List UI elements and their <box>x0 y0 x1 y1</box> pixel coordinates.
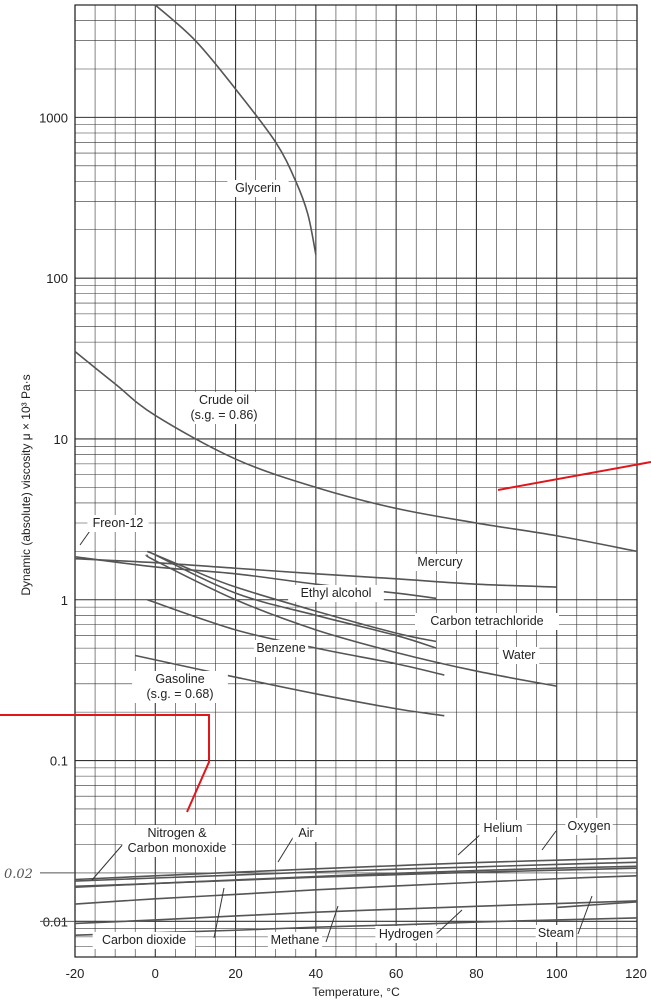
series-label-background <box>227 180 289 197</box>
series-label-background <box>92 932 196 949</box>
series-label-ethyl-alcohol: Ethyl alcohol <box>301 586 372 600</box>
handwritten-annotation: 0.02 <box>4 867 33 882</box>
x-tick-label: 0 <box>152 966 159 981</box>
label-leader-lines <box>79 527 593 943</box>
series-line-steam <box>556 901 638 909</box>
leader-line-nitrogen-carbon-monoxide <box>91 842 125 881</box>
leader-line-carbon-dioxide <box>213 887 225 939</box>
x-tick-label: 20 <box>228 966 242 981</box>
series-label-air: Air <box>298 826 313 840</box>
series-label-methane: Methane <box>271 933 320 947</box>
leader-line-steam <box>577 895 593 935</box>
series-line-water <box>145 554 557 687</box>
series-label-background <box>267 932 323 949</box>
series-label-background <box>288 585 384 602</box>
series-label-background <box>415 613 559 630</box>
series-label-crude-oil-s-g-0-86: Crude oil <box>199 393 249 407</box>
series-line-ethyl-alcohol <box>146 550 437 643</box>
series-label-helium: Helium <box>484 821 523 835</box>
series-label-background <box>535 925 577 942</box>
x-axis-title: Temperature, °C <box>312 985 400 999</box>
series-label-gasoline-s-g-0-68: Gasoline <box>155 672 204 686</box>
leader-line-hydrogen <box>433 909 463 937</box>
series-label-steam: Steam <box>538 926 574 940</box>
y-tick-label: 1 <box>61 593 68 608</box>
series-label-background <box>292 825 320 842</box>
red-annotation-lines <box>0 461 651 922</box>
series-label-carbon-dioxide: Carbon dioxide <box>102 933 186 947</box>
series-labels: Glycerin Crude oil(s.g. = 0.86) Freon-12 Me… <box>87 180 613 949</box>
x-tick-label: 120 <box>625 966 647 981</box>
series-line-freon-12 <box>74 556 437 600</box>
series-label-hydrogen: Hydrogen <box>379 927 433 941</box>
series-label-background <box>122 825 232 857</box>
series-label-nitrogen-carbon-monoxide: Carbon monoxide <box>128 841 227 855</box>
series-label-crude-oil-s-g-0-86: (s.g. = 0.86) <box>190 408 257 422</box>
series-label-background <box>176 392 272 424</box>
series-line-methane <box>74 900 638 925</box>
series-line-carbon-tetrachloride <box>154 554 437 649</box>
leader-line-methane <box>325 905 339 943</box>
series-label-carbon-tetrachloride: Carbon tetrachloride <box>430 614 543 628</box>
y-axis-title: Dynamic (absolute) viscosity μ × 10³ Pa·… <box>19 374 33 595</box>
series-line-mercury <box>74 557 557 588</box>
series-label-gasoline-s-g-0-68: (s.g. = 0.68) <box>146 687 213 701</box>
y-tick-label: 1000 <box>39 110 68 125</box>
series-label-background <box>412 554 468 571</box>
leader-line-oxygen <box>541 830 557 851</box>
series-line-crude-oil-s-g-0-86 <box>74 350 638 553</box>
series-label-freon-12: Freon-12 <box>93 516 144 530</box>
red-annotation-left <box>0 714 210 813</box>
series-label-background <box>498 647 540 664</box>
series-line-gasoline-s-g-0-68 <box>135 654 445 717</box>
plot-frame <box>74 4 638 958</box>
series-label-mercury: Mercury <box>417 555 463 569</box>
series-label-background <box>375 926 437 943</box>
red-annotation-right <box>497 461 651 491</box>
x-tick-label: 100 <box>546 966 568 981</box>
series-label-background <box>87 515 149 532</box>
y-tick-label: 0.1 <box>50 754 68 769</box>
series-line-oxygen <box>74 857 638 881</box>
y-tick-label: 100 <box>46 271 68 286</box>
x-tick-label: 80 <box>469 966 483 981</box>
series-line-carbon-dioxide <box>74 874 638 905</box>
series-label-background <box>132 671 228 703</box>
series-label-nitrogen-carbon-monoxide: Nitrogen & <box>147 826 207 840</box>
series-line-benzene <box>146 598 445 676</box>
x-tick-label: 60 <box>389 966 403 981</box>
x-tick-label: -20 <box>66 966 85 981</box>
leader-line-air <box>277 835 295 863</box>
series-label-background <box>253 640 309 657</box>
series-label-background <box>479 820 527 837</box>
x-tick-label: 40 <box>309 966 323 981</box>
major-gridlines <box>74 4 638 958</box>
series-label-water: Water <box>503 648 536 662</box>
series-line-air <box>74 865 638 889</box>
series-label-oxygen: Oxygen <box>567 819 610 833</box>
y-tick-label: 10 <box>54 432 68 447</box>
series-label-benzene: Benzene <box>256 641 305 655</box>
series-line-helium <box>74 861 638 882</box>
series-label-glycerin: Glycerin <box>235 181 281 195</box>
leader-line-helium <box>457 832 483 856</box>
series-lines <box>74 4 638 936</box>
series-line-glycerin <box>154 4 317 255</box>
series-label-background <box>565 818 613 835</box>
